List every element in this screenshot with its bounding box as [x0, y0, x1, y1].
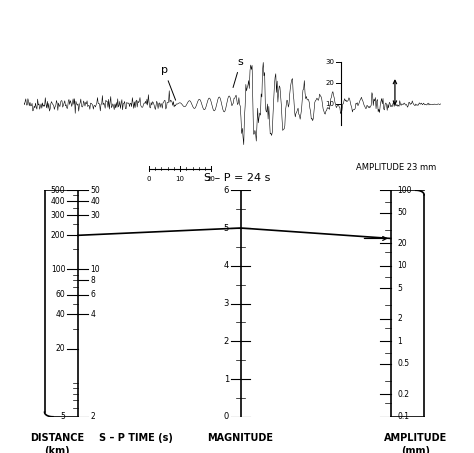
Text: 8: 8 [91, 276, 95, 285]
Text: DISTANCE: DISTANCE [30, 433, 84, 443]
Text: 20: 20 [56, 344, 65, 353]
Text: 2: 2 [397, 314, 402, 323]
Text: 50: 50 [397, 208, 407, 217]
Text: 4: 4 [91, 310, 95, 319]
Text: 20: 20 [397, 239, 407, 247]
Text: 5: 5 [397, 284, 402, 293]
Text: 10: 10 [397, 261, 407, 270]
Text: MAGNITUDE: MAGNITUDE [208, 433, 273, 443]
Text: 200: 200 [51, 231, 65, 240]
Text: 300: 300 [51, 211, 65, 220]
Text: 50: 50 [91, 186, 100, 195]
Text: 30: 30 [91, 211, 100, 220]
Text: 20: 20 [207, 176, 216, 182]
Text: 0: 0 [146, 176, 151, 182]
Text: 20: 20 [326, 80, 335, 86]
Text: 6: 6 [224, 186, 229, 195]
Text: p: p [161, 65, 176, 100]
Text: 100: 100 [397, 186, 411, 195]
Text: 3: 3 [224, 299, 229, 308]
Text: 1: 1 [224, 375, 229, 384]
Text: 10: 10 [326, 101, 335, 107]
Text: 40: 40 [55, 310, 65, 319]
Text: 10: 10 [91, 265, 100, 274]
Text: AMPLITUDE: AMPLITUDE [384, 433, 447, 443]
Text: 0: 0 [224, 412, 229, 421]
Text: 0.1: 0.1 [397, 412, 409, 421]
Text: 60: 60 [55, 290, 65, 299]
Text: 40: 40 [91, 197, 100, 206]
Text: 30: 30 [326, 59, 335, 65]
Text: AMPLITUDE 23 mm: AMPLITUDE 23 mm [356, 163, 437, 172]
Text: 1: 1 [397, 337, 402, 346]
Text: 5: 5 [224, 223, 229, 232]
Text: S – P TIME (s): S – P TIME (s) [100, 433, 173, 443]
Text: 2: 2 [91, 412, 95, 421]
Text: 2: 2 [224, 337, 229, 346]
Text: 100: 100 [51, 265, 65, 274]
Text: (mm): (mm) [401, 446, 430, 453]
Text: (km): (km) [44, 446, 70, 453]
Text: 500: 500 [51, 186, 65, 195]
Text: s: s [233, 57, 244, 87]
Text: 6: 6 [91, 290, 95, 299]
Text: 4: 4 [224, 261, 229, 270]
Text: 5: 5 [61, 412, 65, 421]
Text: 10: 10 [176, 176, 184, 182]
Text: 400: 400 [51, 197, 65, 206]
Text: 0.5: 0.5 [397, 360, 409, 368]
Text: 0.2: 0.2 [397, 390, 409, 399]
Text: S – P = 24 s: S – P = 24 s [204, 173, 270, 183]
